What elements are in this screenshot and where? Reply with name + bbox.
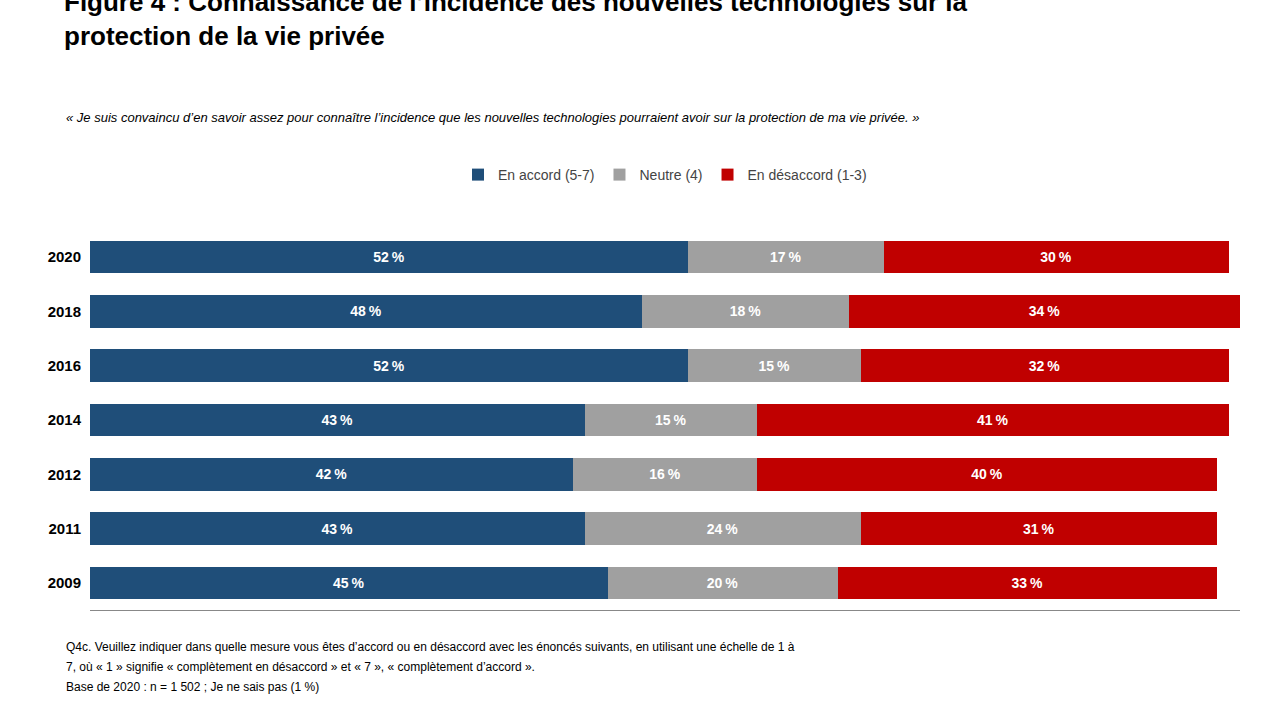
svg-text:2018: 2018: [48, 303, 81, 320]
svg-text:16 %: 16 %: [649, 466, 680, 482]
svg-text:42 %: 42 %: [316, 466, 347, 482]
svg-text:2020: 2020: [48, 248, 81, 265]
svg-text:43 %: 43 %: [322, 412, 353, 428]
svg-text:43 %: 43 %: [322, 521, 353, 537]
svg-text:2012: 2012: [48, 466, 81, 483]
svg-text:31 %: 31 %: [1023, 521, 1054, 537]
svg-text:En accord (5-7): En accord (5-7): [498, 167, 594, 183]
svg-text:52 %: 52 %: [373, 358, 404, 374]
svg-text:33 %: 33 %: [1012, 575, 1043, 591]
svg-text:24 %: 24 %: [707, 521, 738, 537]
svg-text:18 %: 18 %: [730, 303, 761, 319]
svg-text:Neutre (4): Neutre (4): [639, 167, 702, 183]
svg-text:2011: 2011: [48, 520, 81, 537]
svg-text:45 %: 45 %: [333, 575, 364, 591]
svg-text:En désaccord (1-3): En désaccord (1-3): [748, 167, 867, 183]
svg-text:41 %: 41 %: [977, 412, 1008, 428]
svg-text:48 %: 48 %: [350, 303, 381, 319]
svg-text:32 %: 32 %: [1029, 358, 1060, 374]
svg-text:Figure 4 : Connaissance de l’i: Figure 4 : Connaissance de l’incidence d…: [64, 0, 968, 51]
svg-text:52 %: 52 %: [373, 249, 404, 265]
svg-text:20 %: 20 %: [707, 575, 738, 591]
svg-text:Q4c. Veuillez indiquer dans qu: Q4c. Veuillez indiquer dans quelle mesur…: [66, 640, 795, 654]
svg-text:7, où « 1 » signifie « complèt: 7, où « 1 » signifie « complètement en d…: [66, 660, 535, 674]
svg-text:30 %: 30 %: [1040, 249, 1071, 265]
svg-text:15 %: 15 %: [759, 358, 790, 374]
svg-text:« Je suis convaincu d’en savoi: « Je suis convaincu d’en savoir assez po…: [66, 110, 919, 125]
svg-text:2009: 2009: [48, 574, 81, 591]
svg-text:2014: 2014: [48, 411, 82, 428]
svg-text:40 %: 40 %: [971, 466, 1002, 482]
svg-text:2016: 2016: [48, 357, 81, 374]
svg-text:34 %: 34 %: [1029, 303, 1060, 319]
svg-text:17 %: 17 %: [770, 249, 801, 265]
svg-text:15 %: 15 %: [655, 412, 686, 428]
svg-text:Base de 2020 : n = 1 502 ; Je: Base de 2020 : n = 1 502 ; Je ne sais pa…: [66, 680, 319, 694]
